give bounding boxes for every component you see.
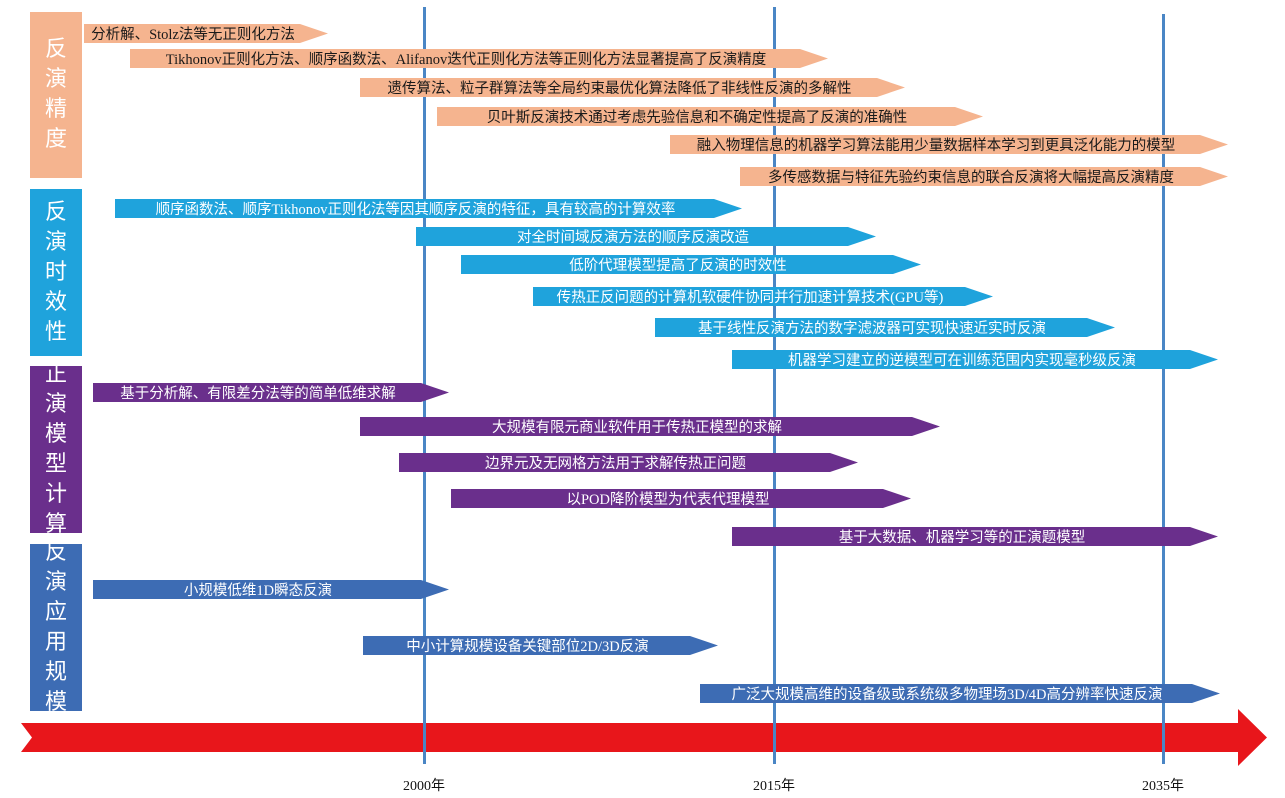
category-char: 性	[44, 319, 67, 345]
category-label: 反演应用规模	[30, 540, 82, 715]
bar-label: 贝叶斯反演技术通过考虑先验信息和不确定性提高了反演的准确性	[486, 110, 908, 126]
category-char: 规	[44, 659, 67, 685]
category-char: 应	[44, 599, 67, 625]
bar-label: 机器学习建立的逆模型可在训练范围内实现毫秒级反演	[788, 353, 1136, 369]
year-label: 2000年	[403, 779, 445, 794]
category-char: 反	[44, 199, 67, 225]
timeline-bar-accuracy: 分析解、Stolz法等无正则化方法	[84, 24, 328, 43]
bar-label: 小规模低维1D瞬态反演	[183, 583, 333, 599]
timeline-bar-accuracy: 多传感数据与特征先验约束信息的联合反演将大幅提高反演精度	[740, 167, 1228, 186]
bar-label: 大规模有限元商业软件用于传热正模型的求解	[492, 420, 782, 436]
category-char: 反	[44, 37, 67, 62]
category-char: 用	[44, 629, 67, 655]
bar-label: 顺序函数法、顺序Tikhonov正则化法等因其顺序反演的特征，具有较高的计算效率	[155, 202, 676, 218]
bar-label: 中小计算规模设备关键部位2D/3D反演	[406, 639, 649, 655]
year-line	[773, 7, 776, 764]
category-char: 时	[44, 259, 67, 285]
year-label: 2015年	[753, 779, 795, 794]
bar-label: 低阶代理模型提高了反演的时效性	[569, 258, 787, 274]
category-label: 反演时效性	[30, 189, 82, 356]
bar-label: 边界元及无网格方法用于求解传热正问题	[485, 456, 746, 472]
timeline-bar-forward: 大规模有限元商业软件用于传热正模型的求解	[360, 417, 940, 436]
bar-label: 以POD降阶模型为代表代理模型	[566, 492, 770, 508]
category-char: 模	[44, 421, 67, 447]
timeline-bar-forward: 边界元及无网格方法用于求解传热正问题	[399, 453, 858, 472]
year-line	[1162, 14, 1165, 764]
timeline-bar-accuracy: Tikhonov正则化方法、顺序函数法、Alifanov迭代正则化方法等正则化方…	[130, 49, 828, 68]
category-label: 正演模型计算	[30, 362, 82, 537]
category-char: 演	[44, 229, 67, 255]
category-char: 型	[44, 451, 67, 477]
timeline-bar-accuracy: 遗传算法、粒子群算法等全局约束最优化算法降低了非线性反演的多解性	[360, 78, 905, 97]
category-char: 度	[44, 127, 67, 152]
timeline-bar-scale: 中小计算规模设备关键部位2D/3D反演	[363, 636, 718, 655]
timeline-bar-timeliness: 基于线性反演方法的数字滤波器可实现快速近实时反演	[655, 318, 1115, 337]
timeline-bar-timeliness: 机器学习建立的逆模型可在训练范围内实现毫秒级反演	[732, 350, 1218, 369]
timeline-bar-timeliness: 顺序函数法、顺序Tikhonov正则化法等因其顺序反演的特征，具有较高的计算效率	[115, 199, 742, 218]
timeline-bar-timeliness: 低阶代理模型提高了反演的时效性	[461, 255, 921, 274]
bar-label: 对全时间域反演方法的顺序反演改造	[517, 230, 749, 246]
bar-label: 基于大数据、机器学习等的正演题模型	[838, 530, 1086, 546]
category-char: 演	[44, 391, 67, 417]
category-char: 算	[44, 511, 67, 537]
timeline-bar-accuracy: 融入物理信息的机器学习算法能用少量数据样本学习到更具泛化能力的模型	[670, 135, 1228, 154]
timeline-arrow	[21, 709, 1267, 766]
bar-label: 融入物理信息的机器学习算法能用少量数据样本学习到更具泛化能力的模型	[696, 138, 1176, 154]
bar-label: Tikhonov正则化方法、顺序函数法、Alifanov迭代正则化方法等正则化方…	[165, 52, 767, 68]
category-char: 计	[44, 481, 67, 507]
bar-label: 广泛大规模高维的设备级或系统级多物理场3D/4D高分辨率快速反演	[731, 687, 1163, 703]
category-char: 效	[44, 289, 67, 315]
bar-label: 传热正反问题的计算机软硬件协同并行加速计算技术(GPU等)	[556, 290, 944, 306]
timeline-bar-timeliness: 传热正反问题的计算机软硬件协同并行加速计算技术(GPU等)	[533, 287, 993, 306]
category-char: 模	[44, 689, 67, 715]
category-char: 演	[44, 569, 67, 595]
timeline-bar-scale: 广泛大规模高维的设备级或系统级多物理场3D/4D高分辨率快速反演	[700, 684, 1220, 703]
category-label: 反演精度	[30, 12, 82, 178]
timeline-bar-scale: 小规模低维1D瞬态反演	[93, 580, 449, 599]
timeline-bar-timeliness: 对全时间域反演方法的顺序反演改造	[416, 227, 876, 246]
year-label: 2035年	[1142, 779, 1184, 794]
bar-label: 分析解、Stolz法等无正则化方法	[91, 27, 295, 43]
bar-label: 遗传算法、粒子群算法等全局约束最优化算法降低了非线性反演的多解性	[387, 81, 852, 97]
bar-label: 基于线性反演方法的数字滤波器可实现快速近实时反演	[698, 321, 1046, 337]
category-char: 精	[44, 97, 67, 122]
category-char: 正	[44, 361, 67, 387]
bar-label: 多传感数据与特征先验约束信息的联合反演将大幅提高反演精度	[768, 170, 1174, 186]
timeline-bar-forward: 基于大数据、机器学习等的正演题模型	[732, 527, 1218, 546]
timeline-bar-forward: 基于分析解、有限差分法等的简单低维求解	[93, 383, 449, 402]
timeline-bar-forward: 以POD降阶模型为代表代理模型	[451, 489, 911, 508]
category-char: 反	[44, 539, 67, 565]
bar-label: 基于分析解、有限差分法等的简单低维求解	[120, 386, 396, 402]
category-char: 演	[44, 67, 67, 92]
timeline-bar-accuracy: 贝叶斯反演技术通过考虑先验信息和不确定性提高了反演的准确性	[437, 107, 983, 126]
